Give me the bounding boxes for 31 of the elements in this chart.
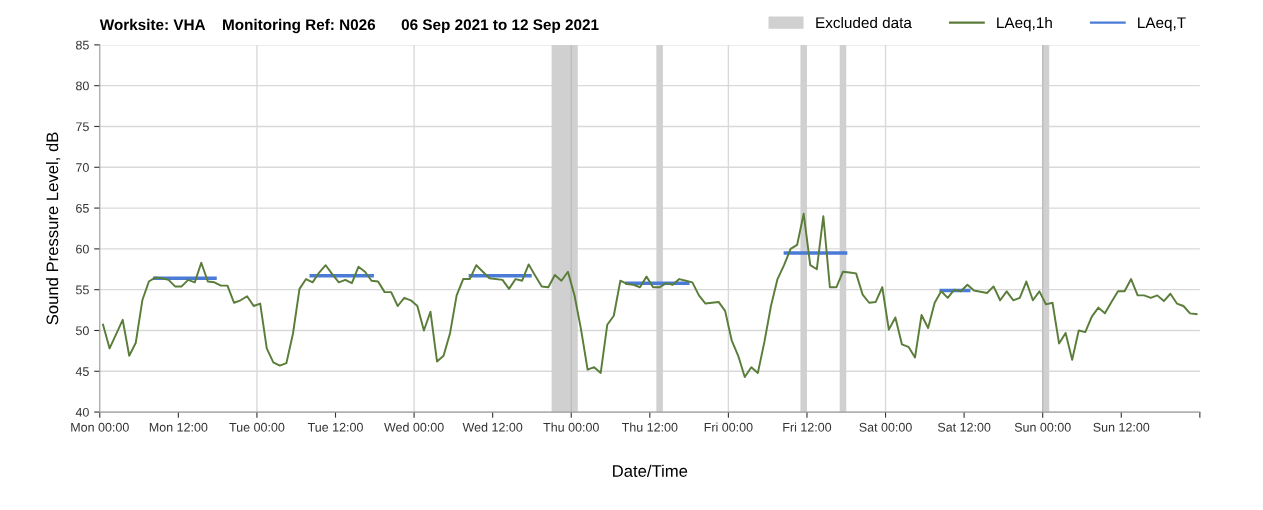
x-tick-label: Sun 12:00 xyxy=(1093,422,1150,432)
y-tick-label: 80 xyxy=(76,81,89,91)
y-tick-label: 85 xyxy=(76,40,89,50)
x-tick-label: Wed 12:00 xyxy=(462,422,523,432)
x-tick-label: Wed 00:00 xyxy=(384,422,444,432)
x-axis-title: Date/Time xyxy=(613,464,688,477)
x-tick-label: Mon 00:00 xyxy=(71,422,129,432)
y-tick-label: 65 xyxy=(76,203,89,213)
y-tick-label: 60 xyxy=(76,244,89,254)
x-tick-label: Fri 12:00 xyxy=(783,422,832,432)
chart-title: Worksite: VHA Monitoring Ref: N026 06 Sep 2021 to 12 Sep 2021 xyxy=(99,18,599,34)
legend-label: LAeq,1h xyxy=(997,16,1052,32)
x-tick-label: Fri 00:00 xyxy=(704,422,753,432)
y-tick-label: 50 xyxy=(75,326,89,336)
x-tick-label: Sat 00:00 xyxy=(859,422,912,432)
x-tick-label: Tue 12:00 xyxy=(307,422,363,432)
x-tick-label: Tue 00:00 xyxy=(229,422,285,432)
legend-label: LAeq,T xyxy=(1138,17,1186,32)
x-tick-label: Thu 00:00 xyxy=(543,422,599,432)
y-tick-label: 45 xyxy=(75,367,89,376)
y-tick-label: 75 xyxy=(76,122,89,132)
x-tick-label: Sun 00:00 xyxy=(1014,422,1071,432)
x-tick-label: Sat 12:00 xyxy=(937,422,991,432)
y-tick-label: 70 xyxy=(76,163,89,172)
line-series xyxy=(102,212,1198,378)
y-axis-title: Sound Pressure Level, dB xyxy=(46,132,61,325)
y-tick-label: 40 xyxy=(75,407,89,417)
x-tick-label: Thu 12:00 xyxy=(621,422,678,432)
x-tick-label: Mon 12:00 xyxy=(149,422,208,432)
legend-label: Excluded data xyxy=(816,16,912,29)
y-tick-label: 55 xyxy=(75,285,89,295)
